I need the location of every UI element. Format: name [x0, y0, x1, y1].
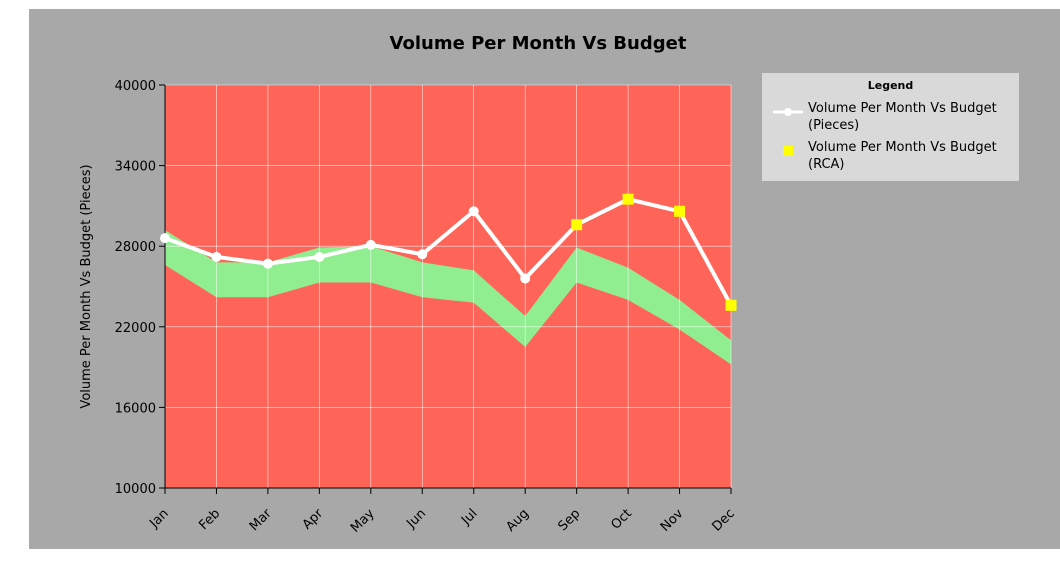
x-tick-label: Sep: [556, 506, 584, 534]
series-line-pieces: [164, 197, 733, 307]
point-pieces: [262, 258, 273, 269]
budget-band: [165, 230, 731, 365]
point-pieces: [365, 239, 376, 250]
y-tick-label: 28000: [115, 240, 156, 255]
legend-line-swatch: [773, 108, 803, 116]
point-pieces: [468, 206, 479, 217]
chart-panel: Volume Per Month Vs Budget Volume Per Mo…: [29, 9, 1060, 549]
point-pieces: [160, 233, 170, 244]
legend-label-pieces: Volume Per Month Vs Budget (Pieces): [808, 101, 997, 133]
y-tick-label: 10000: [115, 482, 156, 497]
point-pieces: [211, 251, 222, 262]
x-tick-label: Mar: [247, 506, 275, 534]
y-tick-label: 34000: [115, 160, 156, 175]
x-tick-label: Jul: [458, 506, 480, 528]
y-tick-label: 22000: [115, 321, 156, 336]
legend-label-rca: Volume Per Month Vs Budget (RCA): [808, 140, 997, 172]
legend-item-rca: Volume Per Month Vs Budget (RCA): [772, 139, 1012, 179]
plot-area: 10000 16000 22000 28000 34000 40000 Jan Feb Mar A…: [115, 79, 738, 536]
point-pieces: [314, 251, 325, 262]
chart-svg: Volume Per Month Vs Budget Volume Per Mo…: [79, 33, 738, 536]
y-tick-label: 40000: [115, 79, 156, 94]
point-rca: [674, 205, 686, 217]
legend-title: Legend: [867, 79, 914, 92]
x-tick-label: Jan: [146, 506, 171, 531]
legend-item-pieces: Volume Per Month Vs Budget (Pieces): [772, 100, 1012, 140]
x-tick-label: Oct: [608, 506, 635, 533]
point-rca: [571, 219, 583, 231]
point-pieces: [417, 249, 428, 260]
point-pieces: [520, 273, 531, 284]
chart-title: Volume Per Month Vs Budget: [390, 33, 687, 54]
y-tick-label: 16000: [115, 401, 156, 416]
x-tick-label: Aug: [503, 506, 532, 535]
legend-square-swatch: [783, 146, 793, 156]
x-tick-label: Jun: [403, 506, 429, 532]
x-tick-label: May: [348, 506, 378, 536]
x-tick-label: Feb: [196, 506, 223, 533]
point-rca: [725, 299, 737, 311]
y-axis-title: Volume Per Month Vs Budget (Pieces): [79, 164, 94, 408]
x-tick-label: Apr: [300, 506, 327, 533]
x-tick-label: Dec: [709, 506, 737, 534]
x-tick-label: Nov: [658, 506, 687, 535]
legend: Legend Volume Per Month Vs Budget (Piece…: [762, 73, 1019, 181]
point-rca: [622, 193, 634, 205]
